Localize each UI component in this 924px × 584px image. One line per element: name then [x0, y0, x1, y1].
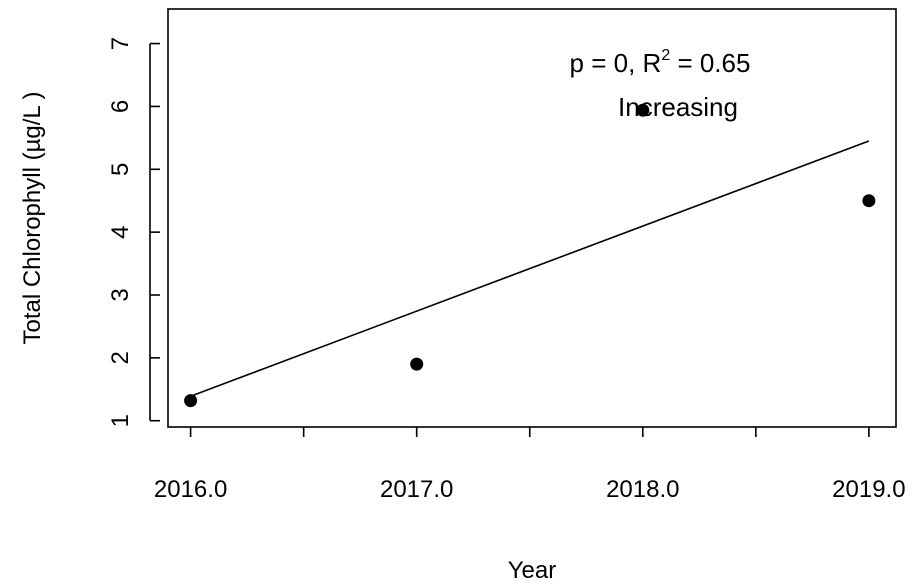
x-tick-label: 2016.0: [154, 476, 227, 503]
x-tick-label: 2019.0: [832, 476, 905, 503]
y-tick-label: 3: [107, 288, 134, 301]
y-tick-label: 4: [107, 225, 134, 238]
trend-annotation: Increasing: [618, 92, 738, 122]
data-point: [410, 357, 424, 371]
y-tick-label: 1: [107, 414, 134, 427]
trend-line: [190, 140, 870, 397]
x-axis-title: Year: [508, 557, 557, 584]
x-tick-label: 2018.0: [606, 476, 679, 503]
stats-annotation-prefix: p = 0, R: [570, 48, 662, 78]
stats-annotation: p = 0, R2 = 0.65: [570, 47, 751, 78]
y-tick-label: 7: [107, 37, 134, 50]
y-tick-label: 5: [107, 163, 134, 176]
y-tick-label: 2: [107, 351, 134, 364]
y-axis: 1 2 3 4 5 6 7: [107, 37, 160, 427]
x-tick-label: 2017.0: [380, 476, 453, 503]
data-point: [184, 394, 198, 408]
x-axis: 2016.0 2017.0 2018.0 2019.0: [154, 427, 906, 503]
plot-frame: [167, 8, 897, 428]
data-point: [636, 103, 650, 117]
y-axis-title: Total Chlorophyll (µg/L ): [19, 91, 46, 344]
data-points: [184, 103, 876, 408]
data-point: [862, 194, 876, 208]
y-tick-label: 6: [107, 100, 134, 113]
stats-annotation-suffix: = 0.65: [670, 48, 750, 78]
stats-annotation-superscript: 2: [661, 47, 670, 64]
